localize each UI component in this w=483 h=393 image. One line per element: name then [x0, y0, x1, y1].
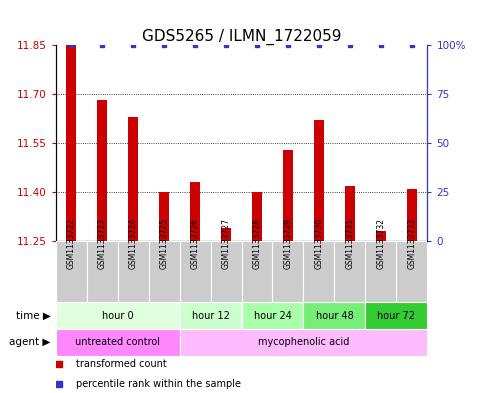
Text: GSM1133722: GSM1133722 — [67, 219, 75, 269]
Text: GSM1133729: GSM1133729 — [284, 219, 293, 269]
Bar — [180, 329, 427, 356]
Text: hour 72: hour 72 — [377, 310, 415, 321]
Text: hour 48: hour 48 — [315, 310, 354, 321]
Bar — [376, 231, 386, 241]
Text: hour 12: hour 12 — [192, 310, 229, 321]
Bar — [313, 120, 325, 241]
Bar — [56, 241, 86, 302]
Bar — [128, 117, 139, 241]
Title: GDS5265 / ILMN_1722059: GDS5265 / ILMN_1722059 — [142, 29, 341, 45]
Text: time ▶: time ▶ — [16, 310, 51, 321]
Bar — [149, 241, 180, 302]
Bar — [252, 192, 262, 241]
Bar — [272, 241, 303, 302]
Bar — [221, 228, 231, 241]
Bar — [242, 302, 303, 329]
Text: GSM1133724: GSM1133724 — [128, 219, 138, 269]
Bar — [303, 302, 366, 329]
Text: GSM1133731: GSM1133731 — [345, 219, 355, 269]
Text: GSM1133723: GSM1133723 — [98, 219, 107, 269]
Bar — [366, 241, 397, 302]
Bar — [158, 192, 170, 241]
Bar — [242, 241, 272, 302]
Bar — [180, 241, 211, 302]
Bar — [366, 302, 427, 329]
Bar — [117, 241, 149, 302]
Text: GSM1133733: GSM1133733 — [408, 218, 416, 269]
Text: hour 0: hour 0 — [102, 310, 133, 321]
Text: GSM1133726: GSM1133726 — [190, 219, 199, 269]
Bar — [407, 189, 417, 241]
Bar — [334, 241, 366, 302]
Bar — [283, 150, 293, 241]
Text: GSM1133730: GSM1133730 — [314, 218, 324, 269]
Bar — [180, 302, 242, 329]
Text: agent ▶: agent ▶ — [9, 337, 51, 347]
Text: mycophenolic acid: mycophenolic acid — [258, 337, 349, 347]
Text: percentile rank within the sample: percentile rank within the sample — [76, 379, 241, 389]
Bar — [344, 185, 355, 241]
Text: GSM1133728: GSM1133728 — [253, 219, 261, 269]
Bar — [56, 302, 180, 329]
Bar — [97, 101, 107, 241]
Text: GSM1133727: GSM1133727 — [222, 219, 230, 269]
Bar — [211, 241, 242, 302]
Bar — [86, 241, 117, 302]
Text: GSM1133732: GSM1133732 — [376, 219, 385, 269]
Bar — [56, 329, 180, 356]
Bar — [190, 182, 200, 241]
Text: transformed count: transformed count — [76, 359, 167, 369]
Bar — [303, 241, 334, 302]
Text: hour 24: hour 24 — [254, 310, 291, 321]
Text: untreated control: untreated control — [75, 337, 160, 347]
Bar — [66, 45, 76, 241]
Text: GSM1133725: GSM1133725 — [159, 219, 169, 269]
Bar — [397, 241, 427, 302]
